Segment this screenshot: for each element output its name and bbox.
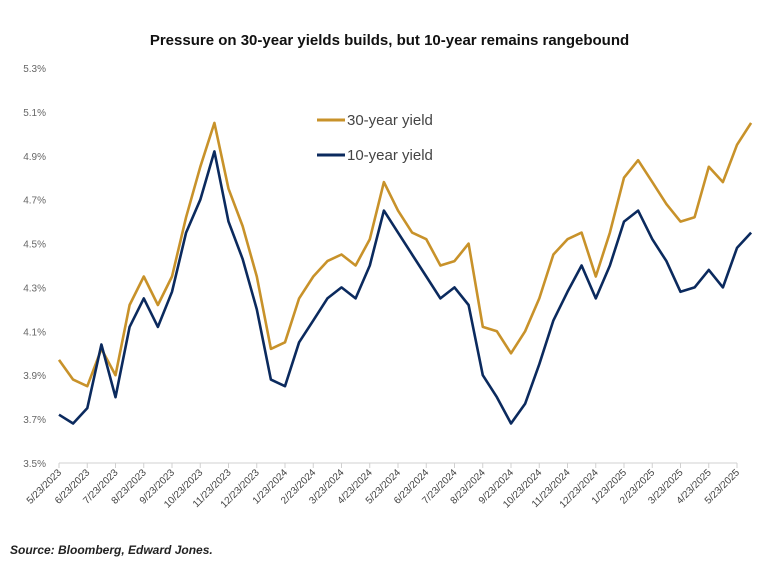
y-tick-label: 5.1% bbox=[23, 108, 46, 119]
legend-label: 30-year yield bbox=[347, 112, 433, 129]
y-tick-label: 3.9% bbox=[23, 371, 46, 382]
y-tick-label: 3.7% bbox=[23, 415, 46, 426]
source-note: Source: Bloomberg, Edward Jones. bbox=[10, 543, 213, 557]
y-tick-label: 4.5% bbox=[23, 240, 46, 251]
y-tick-label: 3.5% bbox=[23, 459, 46, 470]
chart-title: Pressure on 30-year yields builds, but 1… bbox=[149, 32, 630, 49]
y-tick-label: 4.1% bbox=[23, 327, 46, 338]
y-tick-label: 5.3% bbox=[23, 64, 46, 75]
series-line-10-year bbox=[58, 150, 753, 425]
legend-label: 10-year yield bbox=[347, 147, 433, 164]
y-tick-label: 4.9% bbox=[23, 152, 46, 163]
series-line-30-year bbox=[57, 121, 753, 388]
y-tick-label: 4.3% bbox=[23, 283, 46, 294]
y-tick-label: 4.7% bbox=[23, 196, 46, 207]
